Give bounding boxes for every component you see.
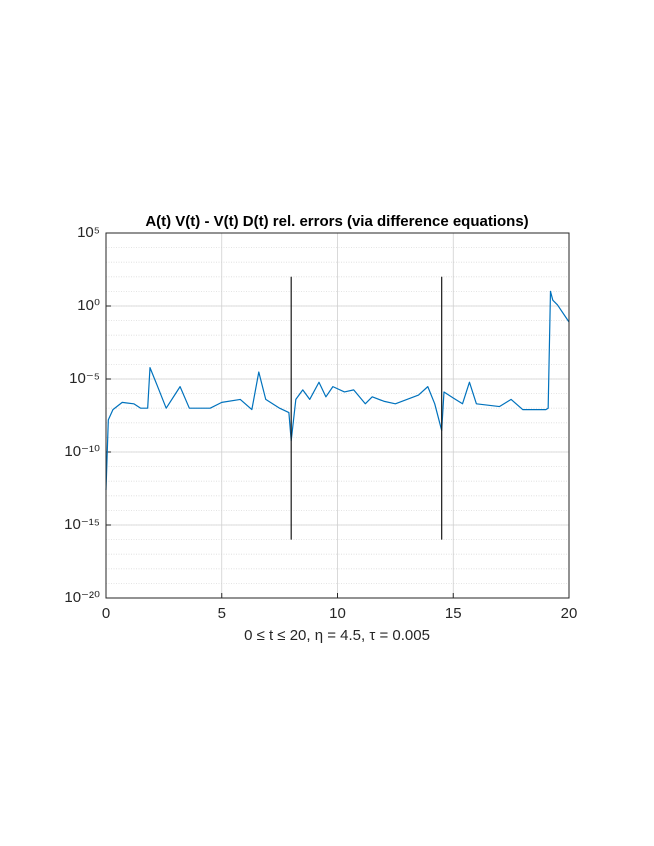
x-tick-label: 20	[561, 605, 578, 622]
series-line	[290, 276, 443, 540]
plot-frame	[105, 232, 570, 599]
x-tick-label: 10	[329, 605, 346, 622]
y-tick-label: 10⁻⁵	[69, 370, 100, 387]
y-tick-label: 10⁻²⁰	[64, 589, 100, 606]
y-tick-label: 10⁵	[77, 224, 100, 241]
x-axis-label: 0 ≤ t ≤ 20, η = 4.5, τ = 0.005	[244, 627, 430, 644]
x-tick-label: 15	[445, 605, 462, 622]
x-tick-label: 5	[218, 605, 226, 622]
y-tick-label: 10⁻¹⁵	[64, 516, 100, 533]
x-tick-label: 0	[102, 605, 110, 622]
y-tick-label: 10⁰	[77, 297, 100, 314]
chart-title: A(t) V(t) - V(t) D(t) rel. errors (via d…	[145, 213, 528, 230]
series-line	[105, 290, 570, 491]
y-tick-label: 10⁻¹⁰	[64, 443, 100, 460]
